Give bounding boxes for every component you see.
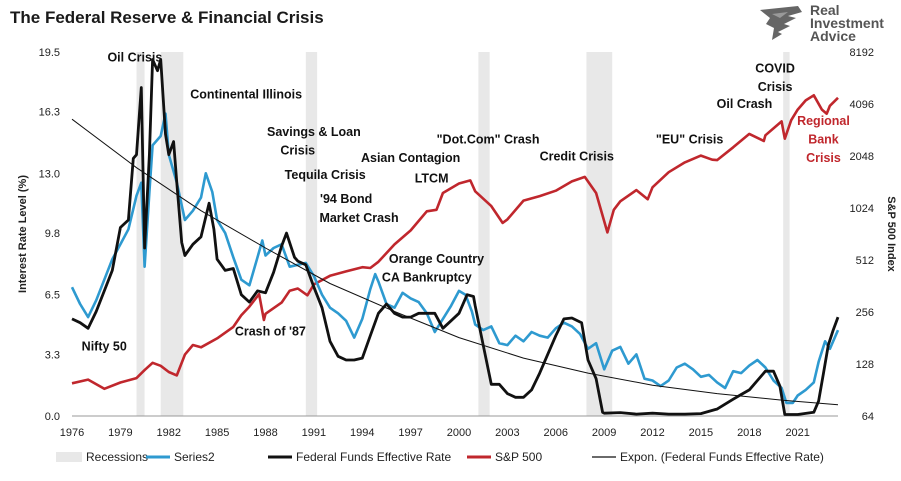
x-tick-label: 1982 bbox=[157, 427, 181, 439]
recession-band bbox=[783, 52, 790, 416]
annotation-label: "Dot.Com" Crash bbox=[437, 132, 540, 146]
x-tick-label: 1991 bbox=[302, 427, 326, 439]
x-tick-label: 2009 bbox=[592, 427, 616, 439]
annotation-label: Orange Country bbox=[389, 252, 484, 266]
series-line-expon-federal-funds-effective-rate- bbox=[71, 118, 839, 406]
y-tick-label: 16.3 bbox=[39, 107, 60, 119]
y-tick-label: 9.8 bbox=[45, 228, 60, 240]
legend-label: S&P 500 bbox=[495, 450, 542, 464]
y2-tick-label: 256 bbox=[856, 307, 874, 319]
series-line-series2 bbox=[70, 112, 840, 405]
legend-label: Federal Funds Effective Rate bbox=[296, 450, 452, 464]
annotation-label: Regional bbox=[797, 114, 850, 128]
annotation-label: Crash of '87 bbox=[235, 325, 306, 339]
recession-bands bbox=[136, 52, 790, 416]
x-tick-label: 1985 bbox=[205, 427, 229, 439]
series-line-federal-funds-effective-rate bbox=[71, 58, 840, 416]
brand-logo: Real Investment Advice bbox=[758, 2, 898, 46]
annotation-label: Crisis bbox=[806, 151, 841, 165]
x-tick-label: 2003 bbox=[495, 427, 519, 439]
y2-tick-label: 8192 bbox=[850, 47, 874, 59]
annotation-label: Market Crash bbox=[319, 211, 398, 225]
logo-line-1: Real bbox=[810, 2, 840, 18]
recession-band bbox=[136, 52, 145, 416]
x-tick-label: 2021 bbox=[785, 427, 809, 439]
annotation-label: Crisis bbox=[758, 80, 793, 94]
x-tick-label: 1976 bbox=[60, 427, 84, 439]
annotation-label: LTCM bbox=[415, 172, 449, 186]
legend-label: Expon. (Federal Funds Effective Rate) bbox=[620, 450, 824, 464]
annotation-label: '94 Bond bbox=[320, 192, 372, 206]
y-tick-label: 19.5 bbox=[39, 47, 60, 59]
y2-axis-title: S&P 500 Index bbox=[885, 196, 897, 272]
logo-text: Real Investment Advice bbox=[810, 2, 884, 44]
y2-tick-label: 512 bbox=[856, 255, 874, 267]
y2-tick-label: 1024 bbox=[850, 203, 874, 215]
x-tick-label: 2015 bbox=[689, 427, 713, 439]
recession-band bbox=[305, 52, 318, 416]
annotation-label: CA Bankruptcy bbox=[382, 271, 472, 285]
y-tick-label: 3.3 bbox=[45, 349, 60, 361]
y-tick-label: 13.0 bbox=[39, 168, 60, 180]
y-tick-label: 0.0 bbox=[45, 411, 60, 423]
eagle-logo-icon bbox=[760, 6, 802, 40]
logo-line-2: Investment bbox=[810, 15, 884, 31]
y-tick-label: 6.5 bbox=[45, 290, 60, 302]
annotation-label: Oil Crisis bbox=[107, 50, 162, 64]
series-lines bbox=[70, 58, 840, 416]
annotation-label: Nifty 50 bbox=[82, 340, 127, 354]
legend-label: Recessions bbox=[86, 450, 148, 464]
y2-tick-label: 4096 bbox=[850, 99, 874, 111]
legend-label: Series2 bbox=[174, 450, 215, 464]
x-tick-label: 2012 bbox=[640, 427, 664, 439]
annotation-label: Oil Crash bbox=[717, 97, 773, 111]
annotation-label: COVID bbox=[755, 62, 795, 76]
annotation-label: Tequila Crisis bbox=[285, 168, 366, 182]
x-tick-label: 2000 bbox=[447, 427, 471, 439]
legend: Recessions Series2 Federal Funds Effective… bbox=[56, 450, 824, 464]
y2-tick-label: 128 bbox=[856, 359, 874, 371]
x-tick-label: 1979 bbox=[108, 427, 132, 439]
y2-tick-label: 64 bbox=[862, 411, 874, 423]
logo-line-3: Advice bbox=[810, 28, 856, 44]
x-tick-label: 2006 bbox=[544, 427, 568, 439]
annotations: Oil Crisis Continental Illinois Savings & … bbox=[82, 50, 850, 353]
annotation-label: Crisis bbox=[280, 144, 315, 158]
recession-band bbox=[478, 52, 490, 416]
axes: 1976 1979 1982 1985 1988 1991 1994 1997 2000 2003… bbox=[17, 47, 897, 439]
x-tick-label: 1988 bbox=[253, 427, 277, 439]
x-tick-label: 2018 bbox=[737, 427, 761, 439]
annotation-label: Asian Contagion bbox=[361, 151, 460, 165]
y2-tick-label: 2048 bbox=[850, 151, 874, 163]
y-axis-title: Interest Rate Level (%) bbox=[17, 175, 29, 293]
annotation-label: Continental Illinois bbox=[190, 88, 302, 102]
chart-title: The Federal Reserve & Financial Crisis bbox=[10, 8, 324, 27]
annotation-label: Savings & Loan bbox=[267, 125, 361, 139]
annotation-label: Credit Crisis bbox=[540, 149, 614, 163]
annotation-label: "EU" Crisis bbox=[656, 132, 723, 146]
series-line-s-p-500 bbox=[71, 94, 839, 391]
x-tick-label: 1997 bbox=[398, 427, 422, 439]
annotation-label: Bank bbox=[808, 132, 839, 146]
legend-swatch-recessions bbox=[56, 452, 82, 462]
x-tick-label: 1994 bbox=[350, 427, 374, 439]
